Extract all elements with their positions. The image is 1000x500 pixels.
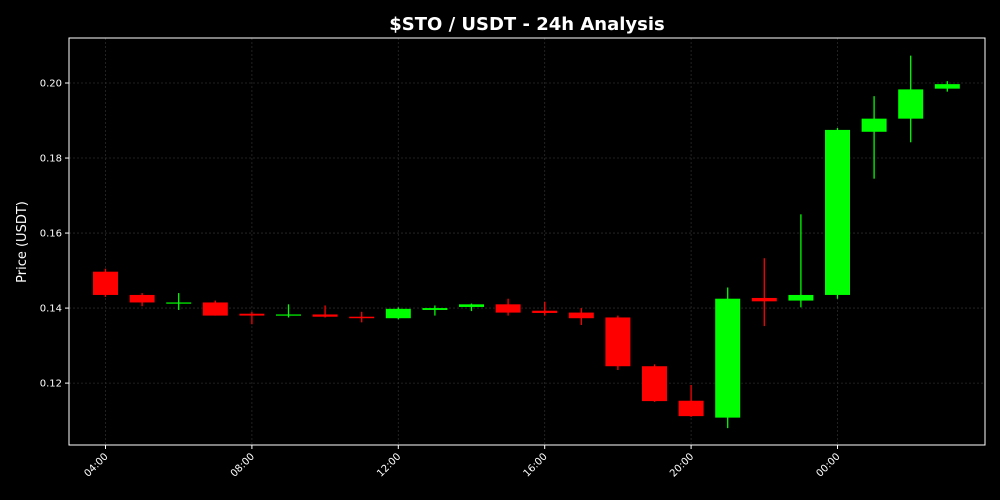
- candle: [276, 304, 301, 318]
- candle: [93, 268, 118, 297]
- x-tick-label: 08:00: [229, 451, 257, 479]
- candle-body: [678, 400, 704, 417]
- x-tick-label: 12:00: [375, 451, 403, 479]
- candle: [129, 293, 155, 307]
- y-tick-label: 0.16: [40, 229, 62, 240]
- x-tick-label: 04:00: [82, 451, 110, 479]
- candle-body: [788, 294, 814, 301]
- candle-body: [495, 304, 521, 313]
- candle-body: [276, 314, 301, 316]
- candle: [568, 308, 594, 325]
- candle: [532, 301, 558, 316]
- candle-body: [385, 308, 411, 319]
- candle: [605, 315, 631, 370]
- candle-body: [422, 308, 448, 310]
- candle: [898, 55, 924, 143]
- candle-body: [532, 310, 558, 313]
- candle-body: [605, 317, 631, 367]
- candle: [788, 214, 814, 308]
- candle-body: [825, 129, 850, 295]
- candle-body: [568, 312, 594, 319]
- plot-frame: [68, 37, 986, 446]
- candle-body: [934, 84, 960, 89]
- candle: [678, 384, 704, 417]
- y-tick-label: 0.12: [40, 379, 62, 390]
- y-tick-label: 0.18: [40, 154, 62, 165]
- candles: [93, 55, 960, 429]
- candle: [422, 305, 448, 316]
- candle-body: [312, 314, 338, 317]
- y-tick-label: 0.14: [40, 304, 62, 315]
- candle-body: [129, 294, 155, 303]
- candle-body: [898, 89, 924, 119]
- candle: [349, 311, 375, 323]
- candle: [751, 258, 777, 327]
- y-tick-label: 0.20: [40, 79, 62, 90]
- x-tick-label: 00:00: [814, 451, 842, 479]
- candle-body: [202, 302, 228, 316]
- candle: [385, 307, 411, 320]
- candle-body: [349, 316, 375, 319]
- candle: [715, 287, 741, 429]
- candle: [642, 364, 667, 402]
- chart-title: $STO / USDT - 24h Analysis: [389, 14, 665, 35]
- candle: [459, 303, 484, 312]
- candle: [239, 311, 265, 325]
- x-tick-label: 20:00: [668, 451, 696, 479]
- candle: [934, 81, 960, 92]
- candle-body: [751, 297, 777, 302]
- y-axis: 0.12 0.14 0.16 0.18 0.20: [40, 79, 69, 390]
- candle-body: [459, 304, 484, 307]
- candle: [166, 293, 192, 310]
- candle: [825, 128, 850, 299]
- x-axis: 04:00 08:00 12:00 16:00 20:00 00:00: [82, 445, 843, 480]
- candle-body: [239, 313, 265, 316]
- candle-body: [93, 271, 118, 295]
- candle: [495, 298, 521, 316]
- candle: [861, 96, 887, 179]
- x-tick-label: 16:00: [522, 451, 550, 479]
- candle: [312, 305, 338, 318]
- candle-body: [166, 302, 192, 304]
- y-axis-label: Price (USDT): [15, 201, 30, 283]
- candle-body: [861, 118, 887, 132]
- candle-body: [642, 366, 667, 402]
- candle: [202, 300, 228, 316]
- candle-body: [715, 298, 741, 418]
